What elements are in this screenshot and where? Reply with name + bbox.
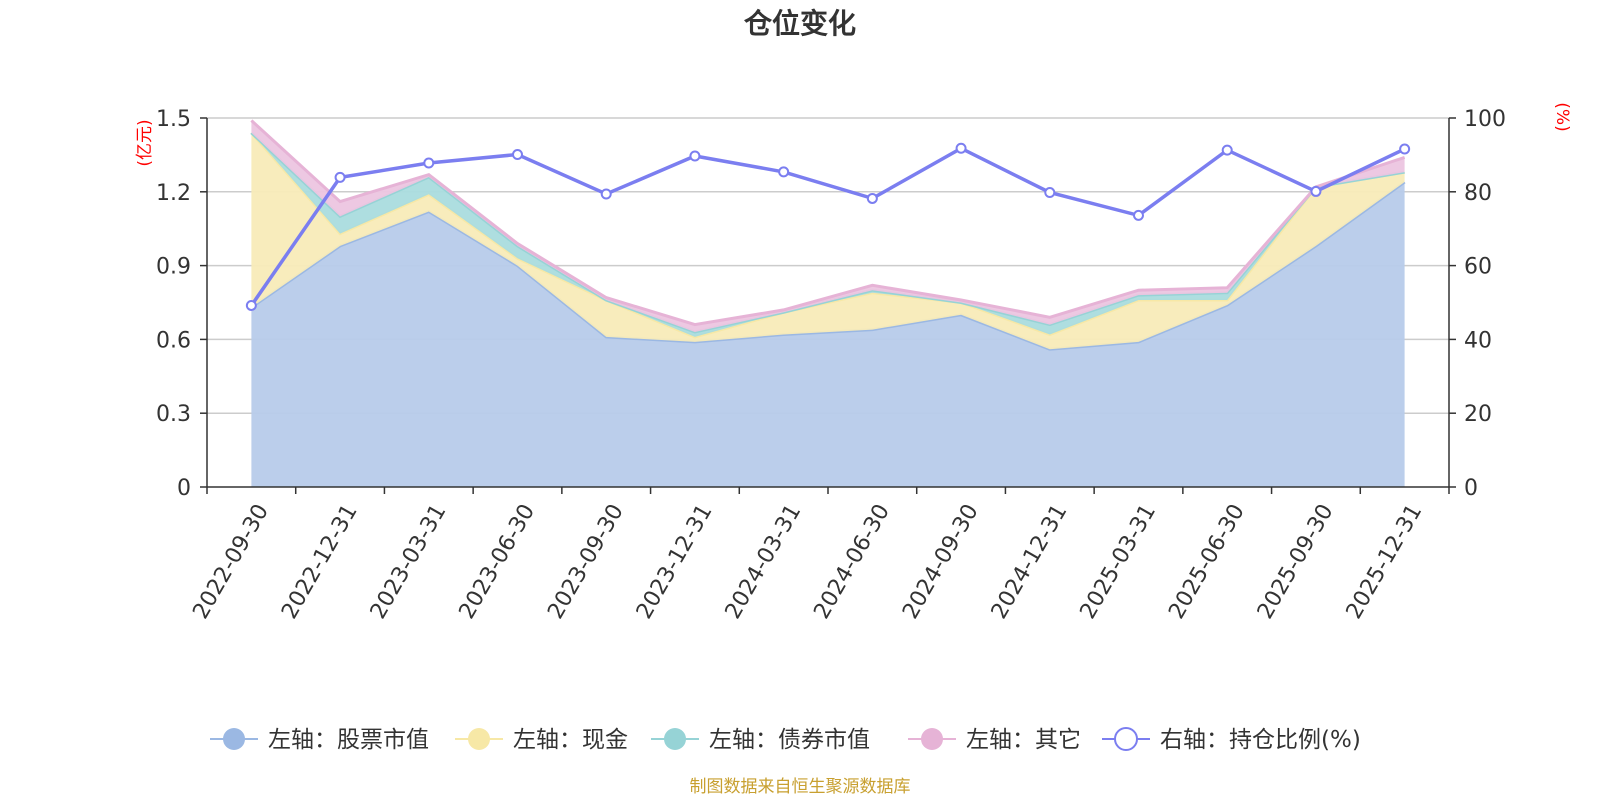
- left-tick-label: 0.3: [156, 402, 191, 427]
- x-tick-label: 2024-12-31: [987, 500, 1073, 623]
- left-tick-label: 0.6: [156, 328, 191, 353]
- area-series-1: [251, 182, 1405, 487]
- x-tick-label: 2023-03-31: [366, 500, 452, 623]
- left-tick-label: 0.9: [156, 255, 191, 280]
- right-tick-label: 20: [1464, 402, 1492, 427]
- holding-ratio-point: [334, 171, 346, 183]
- right-axis-unit: (%): [1552, 102, 1572, 131]
- chart-title: 仓位变化: [744, 7, 856, 40]
- area-series-2: [251, 132, 1405, 350]
- data-source-footer: 制图数据来自恒生聚源数据库: [690, 777, 911, 797]
- area-line-series-4: [250, 119, 1406, 327]
- holding-ratio-point: [423, 157, 435, 169]
- holding-ratio-point: [689, 150, 701, 162]
- x-tick-label: 2023-12-31: [632, 500, 718, 623]
- left-tick-label: 0: [177, 476, 191, 501]
- holding-ratio-point: [955, 142, 967, 154]
- holding-ratio-point: [866, 192, 878, 204]
- legend-marker: [468, 728, 490, 750]
- legend-item-5[interactable]: 右轴：持仓比例(%): [1102, 727, 1361, 753]
- right-tick-label: 80: [1464, 181, 1492, 206]
- legend-marker: [664, 728, 686, 750]
- x-tick-label: 2024-09-30: [898, 500, 984, 623]
- left-axis-unit: (亿元): [135, 119, 155, 166]
- x-tick-label: 2023-06-30: [455, 500, 541, 623]
- right-tick-label: 40: [1464, 328, 1492, 353]
- holding-ratio-point: [1399, 143, 1411, 155]
- holding-ratio-point: [1044, 187, 1056, 199]
- right-tick-label: 100: [1464, 107, 1506, 132]
- legend[interactable]: 左轴：股票市值 左轴：现金 左轴：债券市值 左轴：其它 右轴：持仓比例(%): [210, 727, 1361, 753]
- legend-item-3[interactable]: 左轴：债券市值: [651, 727, 870, 753]
- legend-label: 左轴：股票市值: [268, 727, 429, 753]
- legend-label: 左轴：债券市值: [709, 727, 870, 753]
- legend-marker: [223, 728, 245, 750]
- holding-ratio-point: [1221, 144, 1233, 156]
- holding-ratio-point: [1310, 185, 1322, 197]
- x-tick-label: 2022-09-30: [188, 500, 274, 623]
- right-tick-label: 0: [1464, 476, 1478, 501]
- x-tick-label: 2025-12-31: [1342, 500, 1428, 623]
- legend-marker: [1114, 727, 1138, 751]
- x-tick-label: 2025-03-31: [1076, 500, 1162, 623]
- x-tick-label: 2022-12-31: [277, 500, 363, 623]
- holding-ratio-point: [600, 188, 612, 200]
- left-tick-label: 1.2: [156, 181, 191, 206]
- legend-marker: [921, 728, 943, 750]
- holding-ratio-path: [249, 146, 1406, 307]
- legend-item-4[interactable]: 左轴：其它: [908, 727, 1081, 753]
- holding-ratio-line: [245, 142, 1411, 311]
- x-tick-label: 2025-06-30: [1164, 500, 1250, 623]
- holding-ratio-point: [778, 166, 790, 178]
- legend-label: 左轴：现金: [513, 727, 628, 753]
- holding-ratio-point: [245, 299, 257, 311]
- right-tick-label: 60: [1464, 255, 1492, 280]
- x-tick-label: 2024-06-30: [809, 500, 895, 623]
- holding-ratio-point: [512, 149, 523, 161]
- left-tick-label: 1.5: [156, 107, 191, 132]
- holding-ratio-point: [1133, 209, 1144, 221]
- x-tick-label: 2024-03-31: [721, 500, 807, 623]
- x-tick-label: 2023-09-30: [543, 500, 629, 623]
- legend-item-2[interactable]: 左轴：现金: [455, 727, 628, 753]
- legend-label: 右轴：持仓比例(%): [1160, 727, 1361, 753]
- x-tick-label: 2025-09-30: [1253, 500, 1339, 623]
- legend-label: 左轴：其它: [966, 727, 1081, 753]
- legend-item-1[interactable]: 左轴：股票市值: [210, 727, 429, 753]
- stacked-areas: [250, 119, 1406, 487]
